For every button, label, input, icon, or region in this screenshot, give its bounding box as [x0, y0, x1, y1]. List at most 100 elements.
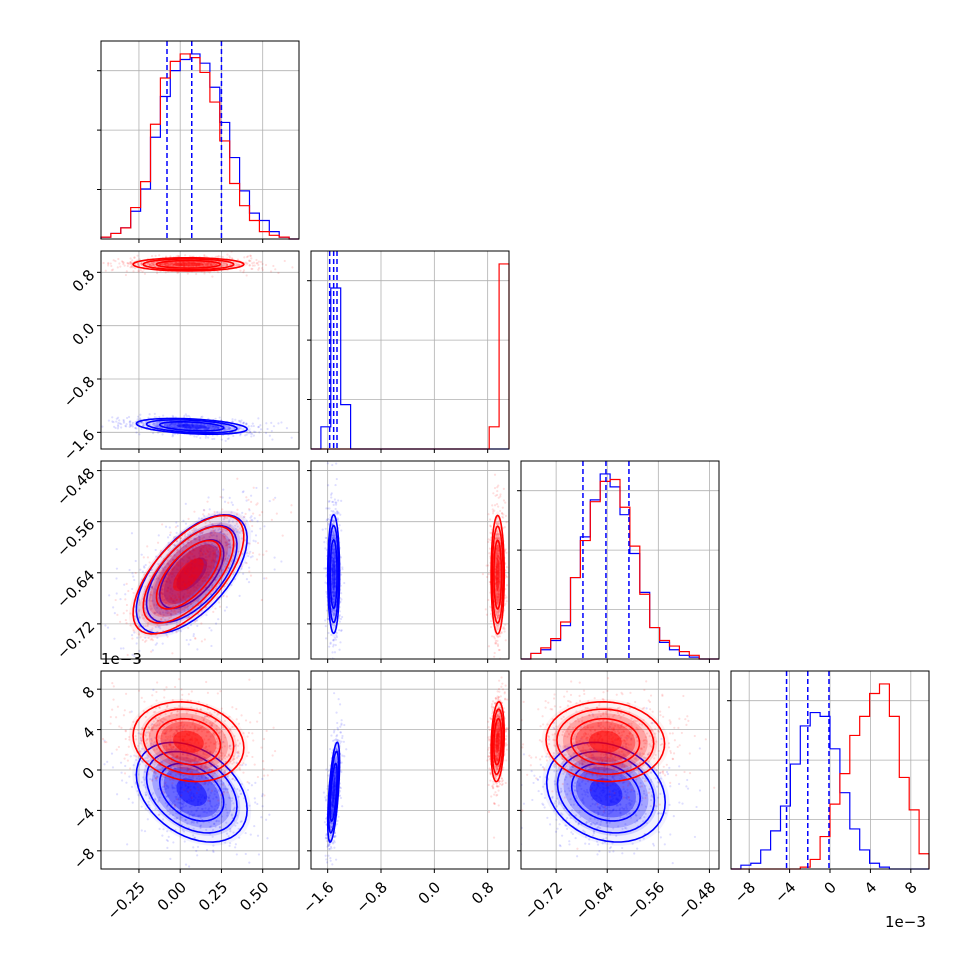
sample-point	[330, 559, 334, 562]
sample-point	[173, 425, 177, 429]
sample-point	[213, 566, 216, 569]
sample-point	[101, 425, 104, 428]
sample-point	[326, 617, 329, 621]
sample-point	[225, 832, 229, 835]
sample-point	[188, 591, 191, 594]
sample-point	[167, 263, 170, 266]
sample-point	[212, 849, 215, 852]
sample-point	[207, 577, 210, 580]
sample-point	[333, 591, 337, 595]
sample-point	[204, 589, 207, 592]
sample-point	[244, 763, 247, 766]
sample-point	[162, 569, 165, 572]
sample-point	[218, 804, 221, 807]
sample-point	[177, 608, 181, 611]
sample-point	[156, 636, 159, 640]
sample-point	[177, 558, 180, 561]
sample-point	[334, 644, 337, 647]
sample-point	[216, 772, 219, 775]
sample-point	[494, 663, 496, 665]
sample-point	[199, 550, 203, 554]
sample-point	[174, 423, 177, 426]
sample-point	[254, 540, 257, 543]
sample-point	[239, 434, 242, 437]
sample-point	[214, 804, 217, 808]
sample-point	[200, 532, 204, 535]
sample-point	[195, 527, 198, 530]
sample-point	[166, 610, 169, 613]
sample-point	[126, 261, 129, 265]
sample-point	[198, 549, 202, 552]
sample-point	[332, 510, 335, 513]
sample-point	[142, 617, 145, 620]
sample-point	[135, 610, 138, 614]
sample-point	[489, 524, 492, 527]
sample-point	[167, 577, 170, 580]
sample-point	[124, 593, 127, 596]
sample-point	[498, 537, 501, 540]
sample-point	[193, 435, 196, 438]
sample-point	[236, 262, 239, 266]
sample-point	[176, 548, 179, 552]
sample-point	[154, 776, 157, 779]
sample-point	[167, 563, 171, 566]
sample-point	[229, 842, 232, 845]
sample-point	[153, 611, 157, 615]
sample-point	[153, 797, 157, 800]
sample-point	[207, 424, 210, 427]
sample-point	[169, 263, 172, 266]
sample-point	[208, 427, 211, 430]
sample-point	[247, 432, 250, 435]
sample-point	[124, 424, 127, 428]
sample-point	[332, 616, 336, 619]
sample-point	[168, 758, 171, 761]
sample-point	[232, 528, 235, 531]
sample-point	[160, 599, 164, 603]
sample-point	[144, 636, 147, 639]
sample-point	[112, 606, 115, 609]
sample-point	[491, 635, 494, 638]
sample-point	[494, 582, 497, 586]
sample-point	[332, 639, 335, 642]
sample-point	[495, 533, 498, 536]
sample-point	[325, 590, 328, 594]
sample-point	[185, 595, 188, 598]
sample-point	[216, 510, 219, 514]
sample-point	[164, 732, 167, 735]
sample-point	[218, 539, 222, 543]
sample-point	[495, 617, 499, 620]
sample-point	[161, 759, 164, 763]
sample-point	[218, 574, 221, 578]
sample-point	[146, 595, 149, 598]
sample-point	[160, 592, 163, 595]
sample-point	[332, 535, 335, 538]
sample-point	[195, 428, 199, 431]
sample-point	[496, 644, 500, 648]
sample-point	[173, 553, 176, 556]
sample-point	[336, 517, 339, 520]
sample-point	[258, 431, 261, 434]
sample-point	[210, 566, 213, 570]
sample-point	[136, 254, 139, 257]
sample-point	[494, 578, 497, 581]
sample-point	[129, 624, 132, 627]
sample-point	[208, 535, 211, 539]
sample-point	[90, 422, 92, 424]
sample-point	[204, 563, 207, 567]
sample-point	[332, 591, 335, 594]
sample-point	[161, 642, 164, 645]
sample-point	[141, 570, 144, 573]
sample-point	[207, 512, 210, 516]
sample-point	[200, 592, 203, 595]
sample-point	[252, 486, 255, 489]
sample-point	[155, 424, 159, 427]
sample-point	[189, 602, 192, 606]
sample-point	[228, 519, 231, 522]
sample-point	[335, 501, 338, 504]
sample-point	[208, 799, 211, 802]
sample-point	[197, 815, 200, 818]
sample-point	[258, 553, 261, 556]
sample-point	[197, 814, 200, 817]
sample-point	[324, 547, 327, 550]
sample-point	[490, 528, 494, 531]
